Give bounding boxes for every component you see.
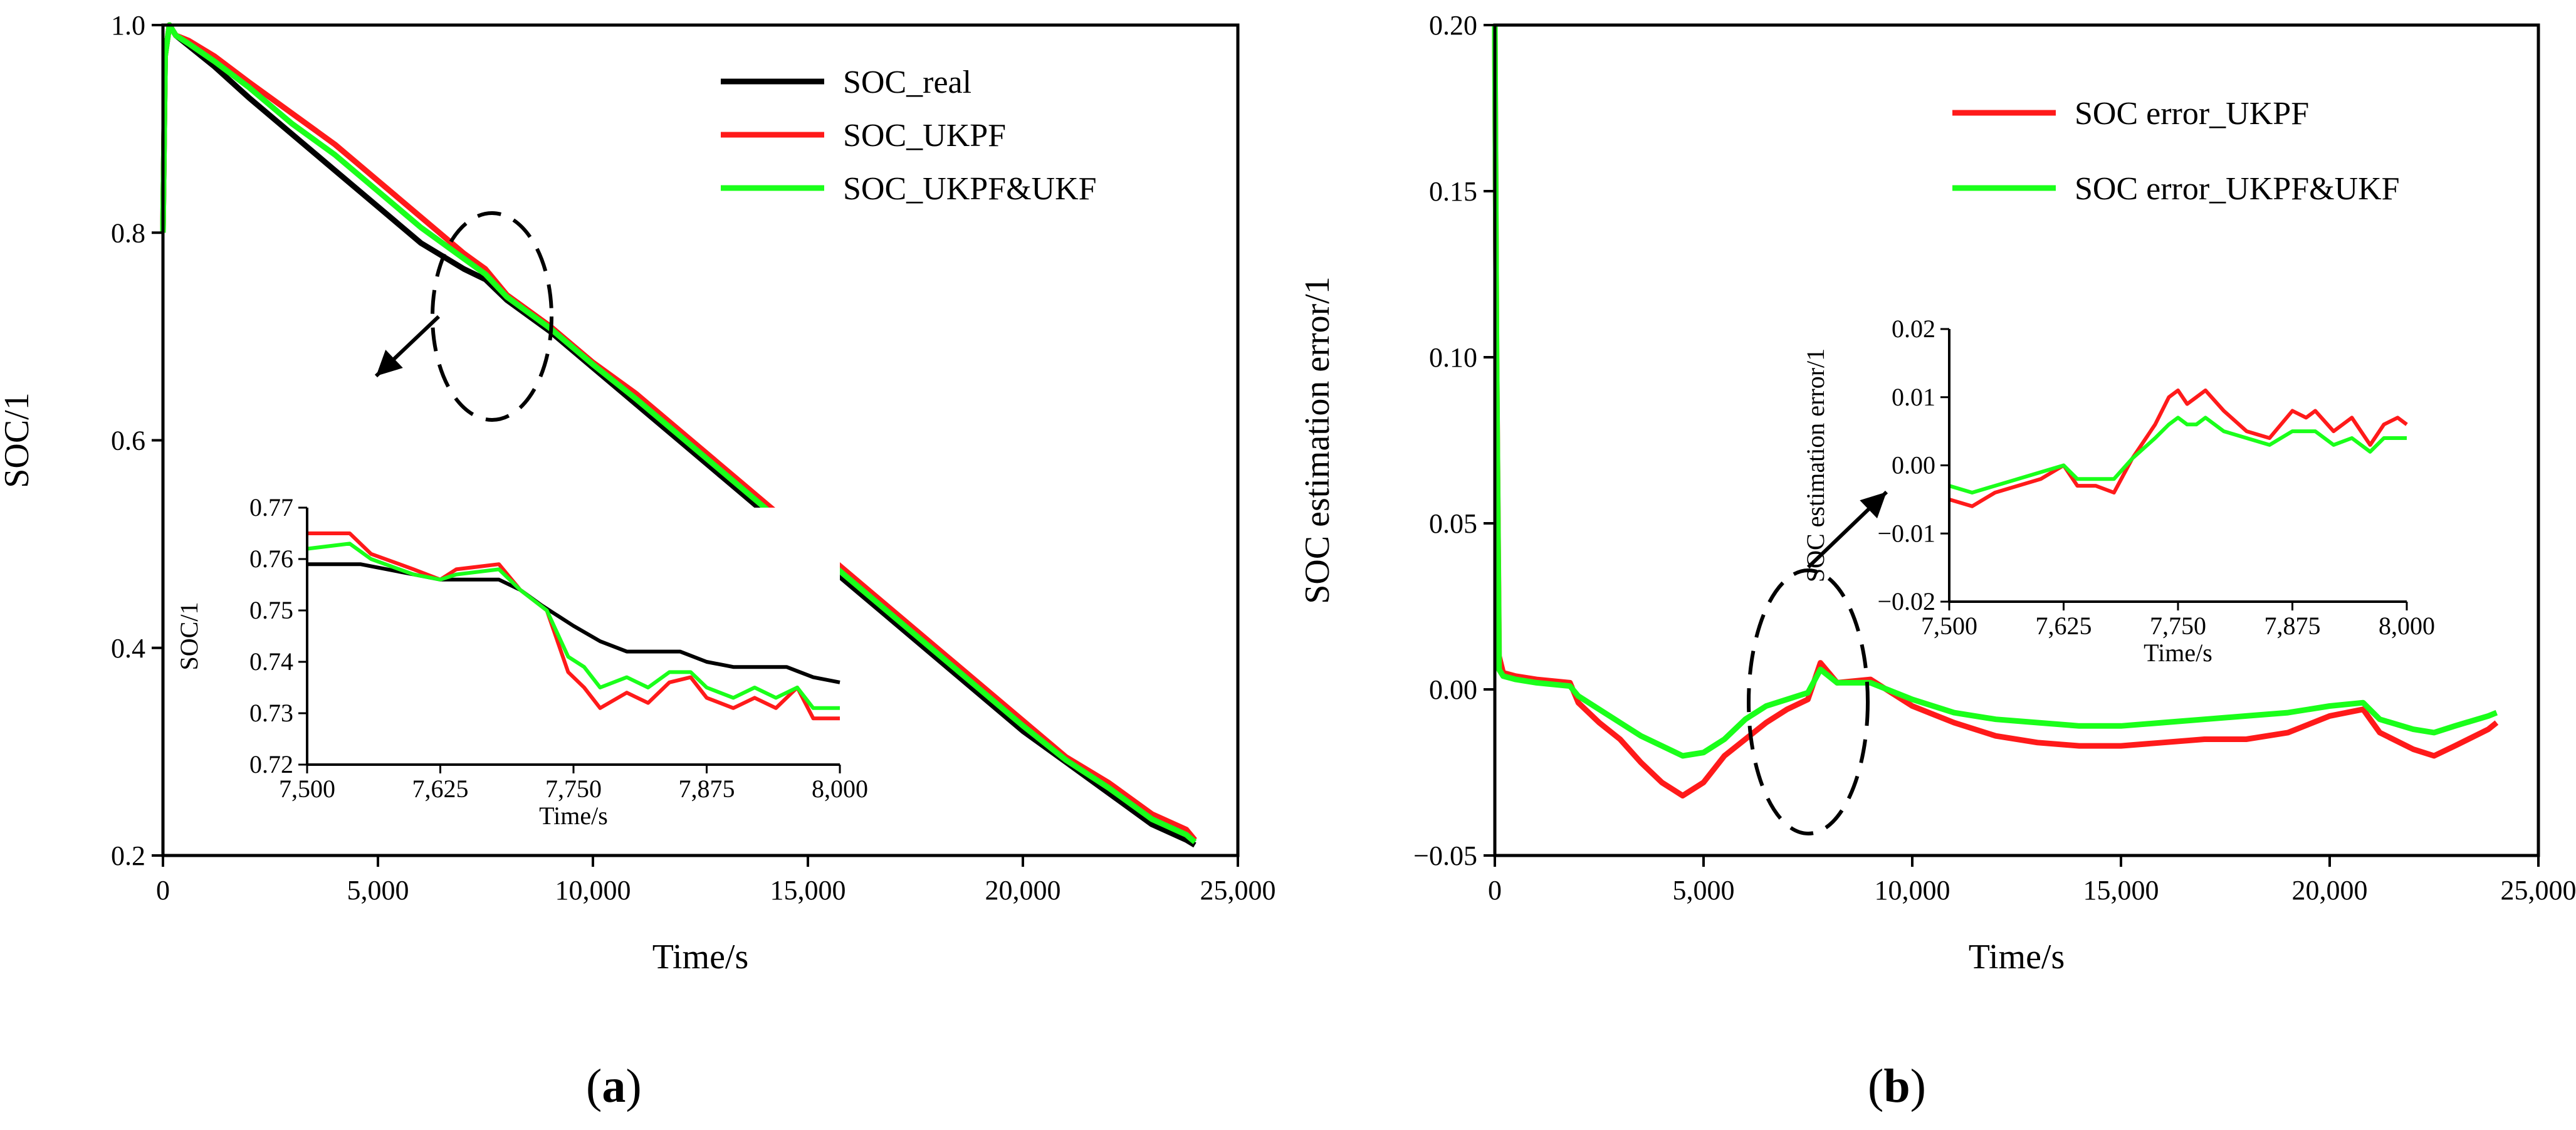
y-axis-label-a: SOC/1	[0, 392, 36, 488]
inset-x-tick-label-b-4: 8,000	[2379, 612, 2435, 640]
x-tick-label-b-5: 25,000	[2501, 875, 2576, 906]
y-tick-label-a-1: 0.4	[111, 633, 145, 664]
inset-bg-a	[307, 508, 840, 765]
inset-x-tick-label-a-4: 8,000	[812, 775, 868, 803]
series-line-b-2	[1492, 24, 2498, 759]
inset-x-tick-label-a-2: 7,750	[545, 775, 602, 803]
x-tick-label-a-0: 0	[156, 875, 170, 906]
y-tick-label-b-5: 0.20	[1429, 10, 1477, 41]
inset-series-line-b-1	[1949, 388, 2408, 508]
legend-label-a-1: SOC_real	[843, 65, 971, 100]
x-axis-label-a: Time/s	[652, 938, 749, 976]
inset-y-tick-label-b-2: 0.00	[1892, 451, 1935, 479]
inset-x-tick-label-a-0: 7,500	[279, 775, 335, 803]
caption-b: (b)	[1868, 1060, 1926, 1112]
inset-x-axis-label-b: Time/s	[2144, 639, 2212, 667]
inset-x-tick-label-b-0: 7,500	[1921, 612, 1977, 640]
legend-label-a-3: SOC_UKPF&UKF	[843, 171, 1097, 207]
series-line-a-3	[160, 22, 1197, 844]
zoom-ellipse-a	[431, 211, 553, 422]
y-tick-label-a-4: 1.0	[111, 10, 145, 41]
x-tick-label-a-5: 25,000	[1200, 875, 1276, 906]
y-tick-label-a-0: 0.2	[111, 840, 145, 871]
inset-series-line-b-2	[1949, 416, 2407, 494]
legend-label-a-2: SOC_UKPF	[843, 118, 1006, 154]
inset-y-tick-label-a-1: 0.73	[249, 699, 293, 727]
inset-x-tick-label-a-1: 7,625	[412, 775, 469, 803]
inset-y-tick-label-b-3: 0.01	[1892, 383, 1935, 411]
x-tick-label-b-1: 5,000	[1673, 875, 1735, 906]
x-tick-label-a-1: 5,000	[347, 875, 409, 906]
legend-label-b-1: SOC error_UKPF	[2075, 96, 2309, 132]
zoom-arrow-head-a	[376, 350, 403, 376]
y-tick-label-b-2: 0.05	[1429, 508, 1477, 539]
inset-x-tick-label-b-2: 7,750	[2150, 612, 2206, 640]
inset-x-tick-label-a-3: 7,875	[679, 775, 735, 803]
y-tick-label-b-1: 0.00	[1429, 674, 1477, 705]
y-axis-label-b: SOC estimation error/1	[1298, 276, 1337, 604]
inset-x-tick-label-b-3: 7,875	[2264, 612, 2321, 640]
inset-x-tick-label-b-1: 7,625	[2036, 612, 2092, 640]
inset-y-tick-label-a-5: 0.77	[249, 493, 293, 521]
inset-bg-b	[1949, 329, 2407, 602]
inset-y-tick-label-b-4: 0.02	[1892, 315, 1935, 343]
inset-y-tick-label-b-0: −0.02	[1877, 587, 1935, 615]
x-tick-label-a-2: 10,000	[555, 875, 631, 906]
plot-frame-b	[1493, 23, 2540, 857]
y-tick-label-a-2: 0.6	[111, 426, 145, 456]
x-tick-label-b-3: 15,000	[2083, 875, 2159, 906]
x-tick-label-b-4: 20,000	[2292, 875, 2368, 906]
caption-a: (a)	[586, 1060, 642, 1112]
inset-series-line-a-3	[306, 541, 840, 710]
x-tick-label-b-0: 0	[1488, 875, 1502, 906]
y-tick-label-b-3: 0.10	[1429, 342, 1477, 373]
x-tick-label-a-3: 15,000	[770, 875, 846, 906]
zoom-arrow-head-b	[1860, 492, 1887, 519]
inset-y-tick-label-a-4: 0.76	[249, 545, 293, 573]
inset-y-axis-label-a: SOC/1	[175, 602, 203, 671]
legend-label-b-2: SOC error_UKPF&UKF	[2075, 171, 2400, 207]
inset-y-axis-label-b: SOC estimation error/1	[1801, 348, 1830, 582]
x-tick-label-b-2: 10,000	[1875, 875, 1950, 906]
inset-x-axis-label-a: Time/s	[539, 802, 608, 830]
inset-y-tick-label-a-3: 0.75	[249, 596, 293, 624]
zoom-ellipse-b	[1747, 568, 1870, 835]
x-tick-label-a-4: 20,000	[985, 875, 1061, 906]
y-tick-label-a-3: 0.8	[111, 217, 145, 248]
inset-y-tick-label-b-1: −0.01	[1877, 519, 1935, 547]
inset-y-tick-label-a-2: 0.74	[249, 647, 293, 676]
inset-y-tick-label-a-0: 0.72	[249, 750, 293, 778]
x-axis-label-b: Time/s	[1969, 938, 2065, 976]
y-tick-label-b-4: 0.15	[1429, 176, 1477, 207]
y-tick-label-b-0: −0.05	[1413, 840, 1477, 871]
